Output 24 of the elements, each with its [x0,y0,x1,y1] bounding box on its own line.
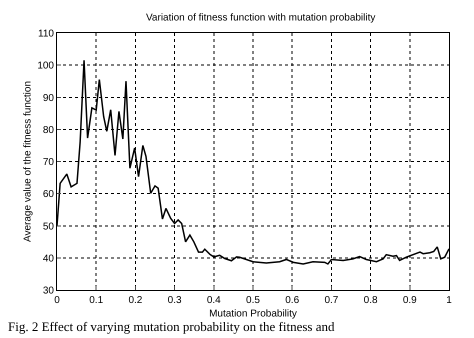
y-axis-title: Average value of the fitness function [22,80,34,242]
x-tick-label: 0.6 [285,295,300,306]
y-tick-label: 30 [42,286,54,296]
x-tick-label: 0.4 [206,295,222,306]
y-tick-label: 90 [42,92,54,104]
chart-title: Variation of fitness function with mutation probability [146,12,376,24]
x-tick-label: 0.2 [128,295,143,306]
x-tick-label: 0 [54,295,60,306]
x-tick-label: 0.1 [89,295,104,306]
x-tick-label: 0.9 [402,295,418,306]
y-tick-label: 100 [37,60,54,72]
y-tick-label: 60 [42,189,54,200]
x-axis-title: Mutation Probability [209,308,297,320]
x-tick-label: 0.5 [246,295,260,306]
x-tick-label: 0.3 [168,295,182,306]
x-tick-label: 1 [446,295,452,306]
x-tick-label: 0.7 [324,295,339,306]
y-tick-label: 40 [42,253,54,264]
y-tick-label: 50 [42,221,54,232]
caption: Fig. 2 Effect of varying mutation probability on the fitness and [8,319,336,334]
y-tick-label: 110 [38,28,54,40]
y-tick-label: 70 [42,157,54,168]
y-tick-label: 80 [42,124,54,136]
x-tick-label: 0.8 [364,295,378,306]
